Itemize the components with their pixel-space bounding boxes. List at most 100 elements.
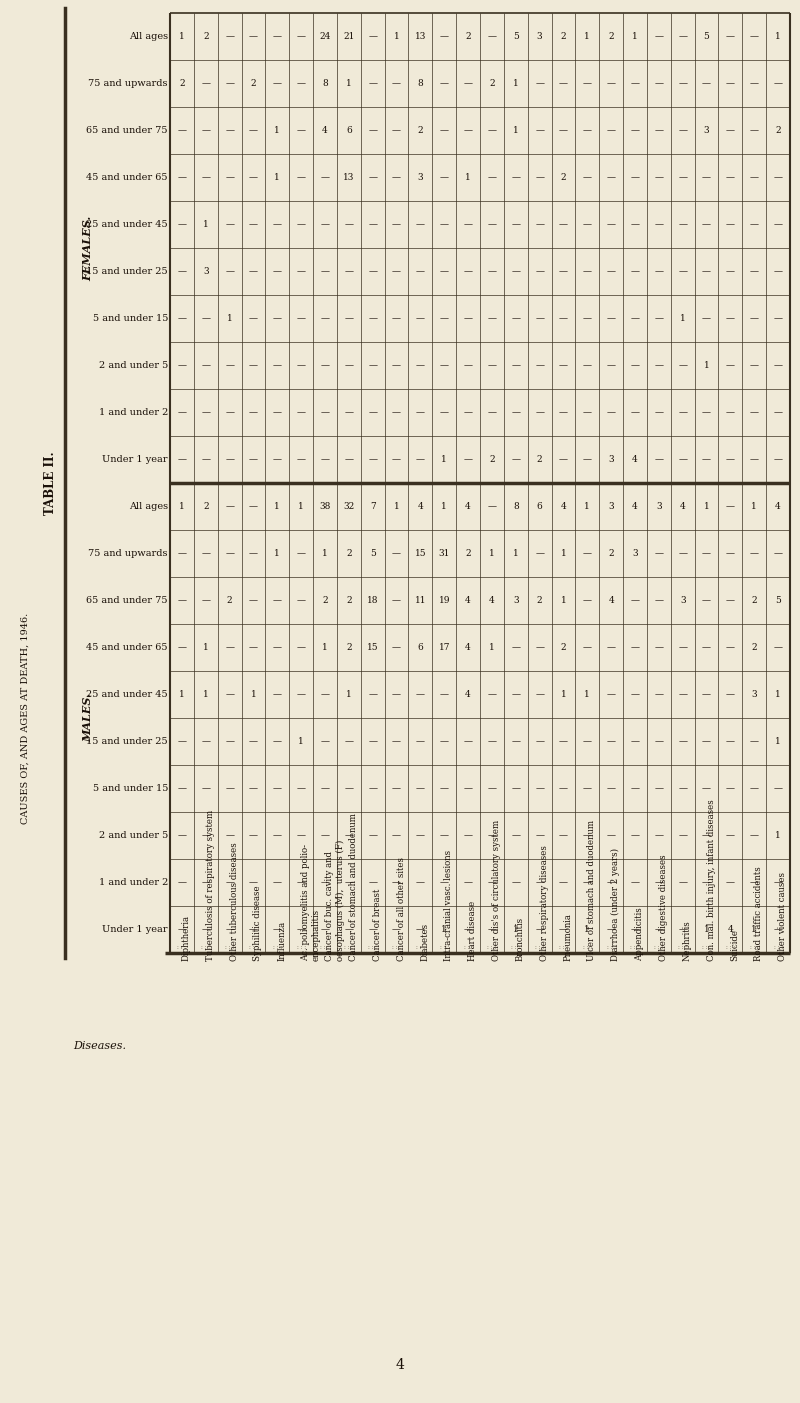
Text: —: — [774, 361, 782, 370]
Text: Cancer of stomach and duodenum: Cancer of stomach and duodenum [349, 814, 358, 961]
Text: —: — [559, 220, 568, 229]
Text: Syphilitic disease: Syphilitic disease [254, 885, 262, 961]
Text: 65 and under 75: 65 and under 75 [86, 126, 168, 135]
Text: : : :: : : : [225, 946, 234, 950]
Text: —: — [630, 173, 639, 182]
Text: : : :: : : : [750, 946, 758, 950]
Text: —: — [178, 455, 186, 464]
Text: —: — [535, 314, 544, 323]
Text: 3: 3 [418, 173, 423, 182]
Text: —: — [297, 455, 306, 464]
Text: —: — [178, 314, 186, 323]
Text: —: — [511, 173, 520, 182]
Text: —: — [178, 925, 186, 934]
Text: 4: 4 [632, 502, 638, 511]
Text: 1 and under 2: 1 and under 2 [98, 878, 168, 887]
Text: 3: 3 [203, 267, 209, 276]
Text: —: — [702, 408, 711, 417]
Text: 1: 1 [442, 925, 447, 934]
Text: —: — [559, 126, 568, 135]
Text: —: — [249, 502, 258, 511]
Text: —: — [321, 455, 330, 464]
Text: —: — [440, 878, 449, 887]
Text: 1: 1 [226, 314, 233, 323]
Text: —: — [392, 126, 401, 135]
Text: —: — [702, 784, 711, 793]
Text: —: — [178, 408, 186, 417]
Text: 1: 1 [775, 690, 781, 699]
Text: —: — [511, 220, 520, 229]
Text: —: — [368, 361, 377, 370]
Text: —: — [487, 737, 497, 746]
Text: —: — [630, 831, 639, 840]
Text: —: — [774, 784, 782, 793]
Text: —: — [392, 596, 401, 605]
Text: —: — [249, 173, 258, 182]
Text: —: — [630, 220, 639, 229]
Text: : : :: : : : [178, 946, 186, 950]
Text: 4: 4 [489, 596, 494, 605]
Text: 1: 1 [704, 925, 710, 934]
Text: —: — [654, 878, 663, 887]
Text: 21: 21 [343, 32, 354, 41]
Text: 2: 2 [418, 126, 423, 135]
Text: —: — [297, 690, 306, 699]
Text: 3: 3 [632, 549, 638, 558]
Text: —: — [559, 831, 568, 840]
Text: —: — [463, 737, 473, 746]
Text: —: — [606, 737, 616, 746]
Text: —: — [535, 126, 544, 135]
Text: —: — [202, 455, 210, 464]
Text: —: — [487, 502, 497, 511]
Text: 1: 1 [394, 502, 399, 511]
Text: : : :: : : : [297, 946, 306, 950]
Text: —: — [297, 925, 306, 934]
Text: Other tuberculous diseases: Other tuberculous diseases [230, 842, 238, 961]
Text: —: — [249, 878, 258, 887]
Text: —: — [583, 314, 592, 323]
Text: 1: 1 [680, 314, 686, 323]
Text: —: — [178, 737, 186, 746]
Text: 1: 1 [561, 596, 566, 605]
Text: 5 and under 15: 5 and under 15 [93, 314, 168, 323]
Text: —: — [392, 784, 401, 793]
Text: 1: 1 [203, 690, 209, 699]
Text: —: — [678, 173, 687, 182]
Text: —: — [606, 408, 616, 417]
Text: 25 and under 45: 25 and under 45 [86, 220, 168, 229]
Text: 13: 13 [414, 32, 426, 41]
Text: —: — [225, 784, 234, 793]
Text: —: — [606, 690, 616, 699]
Text: —: — [392, 408, 401, 417]
Text: : : :: : : : [702, 946, 711, 950]
Text: —: — [273, 408, 282, 417]
Text: —: — [702, 643, 711, 652]
Text: 2: 2 [537, 596, 542, 605]
Text: —: — [726, 408, 735, 417]
Text: —: — [297, 220, 306, 229]
Text: —: — [583, 173, 592, 182]
Text: Tuberculosis of respiratory system: Tuberculosis of respiratory system [206, 810, 214, 961]
Text: —: — [225, 878, 234, 887]
Text: —: — [463, 220, 473, 229]
Text: —: — [559, 79, 568, 88]
Text: 15 and under 25: 15 and under 25 [86, 267, 168, 276]
Text: 3: 3 [537, 32, 542, 41]
Text: —: — [178, 784, 186, 793]
Text: 1: 1 [466, 173, 471, 182]
Text: —: — [368, 737, 377, 746]
Text: —: — [416, 455, 425, 464]
Text: 2: 2 [608, 32, 614, 41]
Text: —: — [750, 126, 758, 135]
Text: 4: 4 [322, 126, 328, 135]
Text: —: — [654, 267, 663, 276]
Text: —: — [440, 784, 449, 793]
Text: —: — [702, 79, 711, 88]
Text: —: — [583, 220, 592, 229]
Text: —: — [297, 549, 306, 558]
Text: 2: 2 [179, 79, 185, 88]
Text: —: — [344, 737, 354, 746]
Text: : : :: : : : [344, 946, 354, 950]
Text: —: — [678, 455, 687, 464]
Text: —: — [535, 878, 544, 887]
